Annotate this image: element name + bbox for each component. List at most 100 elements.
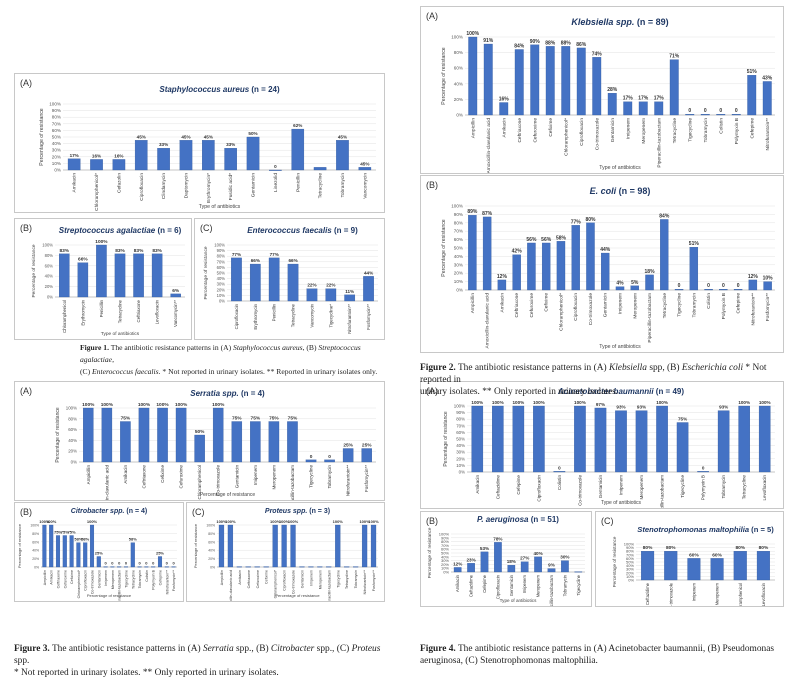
caption-text: urinary isolates. ** Only reported in ur… xyxy=(420,387,619,397)
category-label: Co-trimoxazole xyxy=(668,582,673,606)
y-tick-label: 10% xyxy=(456,463,465,468)
chart-title: Citrobacter spp. (n = 4) xyxy=(71,508,147,515)
y-tick-label: 40% xyxy=(456,443,465,448)
y-tick-label: 70% xyxy=(456,423,465,428)
bar xyxy=(758,405,771,473)
category-label: Amoxicillin-clavulanic acid xyxy=(104,465,109,500)
figure1-label: Figure 1. xyxy=(80,343,109,352)
bar xyxy=(545,46,555,116)
y-tick-label: 40% xyxy=(441,554,449,559)
data-label: 100% xyxy=(738,400,750,405)
chart-svg: (B) Streptococcus agalactiae (n = 6) 0% 20%… xyxy=(20,223,185,337)
bar xyxy=(553,471,566,473)
y-tick-label: 10% xyxy=(217,293,226,298)
data-label: 75% xyxy=(251,416,261,422)
y-tick-label: 60% xyxy=(52,128,61,133)
data-label: 80% xyxy=(643,545,653,551)
category-label: Cefuroxime xyxy=(63,570,67,588)
category-label: Ciprofloxacin xyxy=(84,570,88,591)
chart-svg: (C) Proteus spp. (n = 3) 0% 20% 40% 60% 80% 100… xyxy=(192,507,379,601)
data-label: 100% xyxy=(359,519,370,524)
y-tick-label: 80% xyxy=(208,532,215,536)
caption-text: The antibiotic resistance patterns in xyxy=(108,343,221,352)
data-label: 12% xyxy=(453,561,462,566)
category-label: Imipenem xyxy=(253,465,258,485)
data-label: 30% xyxy=(560,555,569,560)
data-label: 91% xyxy=(483,38,494,44)
y-tick-label: 90% xyxy=(217,248,226,253)
category-label: Tobramycin xyxy=(340,173,346,198)
category-label: Fosfomycin** xyxy=(366,304,371,330)
data-label: 75% xyxy=(61,530,69,535)
data-label: 58% xyxy=(74,537,82,542)
bar xyxy=(710,558,724,581)
chart-sample-size: (n = 3) xyxy=(307,508,330,515)
data-label: 89% xyxy=(467,209,478,215)
category-label: Amoxicillin-clavulanic acid xyxy=(229,570,233,601)
figure3-caption: Figure 3. The antibiotic resistance patt… xyxy=(14,643,394,679)
category-label: Gentamicin xyxy=(610,118,616,143)
caption-text: . * Not reported in urinary isolates. **… xyxy=(158,367,378,376)
data-label: 51% xyxy=(747,69,758,75)
y-tick-label: 60% xyxy=(454,66,463,71)
caption-species: Acinetobacter baumannii, xyxy=(606,644,708,654)
caption-text: The antibiotic resistance patterns in xyxy=(455,363,594,373)
data-label: 74% xyxy=(592,51,603,57)
data-label: 83% xyxy=(59,248,69,254)
panel-letter: (A) xyxy=(20,78,32,88)
y-tick-label: 60% xyxy=(456,430,465,435)
data-label: 0 xyxy=(328,454,331,460)
panel-letter: (B) xyxy=(20,507,32,517)
category-label: Vancomycin** xyxy=(173,300,178,327)
bar xyxy=(138,407,150,463)
category-label: Tetracycline xyxy=(291,303,296,327)
y-axis-label: Percentage of resistance xyxy=(193,523,198,568)
y-tick-label: 80% xyxy=(454,50,463,55)
category-label: Chloramphenicol xyxy=(738,583,743,606)
category-label: Erythromycin xyxy=(80,299,85,325)
bar xyxy=(654,101,664,116)
category-label: Polymyxin B xyxy=(701,475,706,500)
data-label: 17% xyxy=(623,96,634,102)
data-label: 100% xyxy=(368,519,379,524)
data-label: 22% xyxy=(307,283,316,288)
chart-title-text: Streptococcus agalactiae xyxy=(59,226,156,235)
data-label: 100% xyxy=(95,239,108,245)
x-axis-label: Type of antibiotics xyxy=(599,165,641,171)
category-label: Fosfomycin** xyxy=(172,569,176,591)
category-label: Levofloxacin xyxy=(155,299,160,324)
bar xyxy=(96,244,107,298)
category-label: Nitrofurantoin** xyxy=(347,304,352,334)
data-label: 100% xyxy=(270,519,281,524)
bar xyxy=(571,225,580,291)
bar xyxy=(344,566,350,568)
bar xyxy=(117,566,122,568)
y-tick-label: 70% xyxy=(52,121,61,126)
chart-svg: (A) Klebsiella spp. (n = 89) 0% 20% 40% 60% 80… xyxy=(426,11,775,173)
bar xyxy=(363,276,374,302)
y-tick-label: 10% xyxy=(441,566,449,571)
data-label: 11% xyxy=(345,289,354,294)
bar xyxy=(90,159,103,171)
bar xyxy=(101,407,113,463)
bar xyxy=(308,566,314,568)
figure2-caption: Figure 2. The antibiotic resistance patt… xyxy=(420,362,792,398)
chart-title: Stenotrophomonas maltophilia (n = 5) xyxy=(637,525,774,534)
category-label: Gentamicin xyxy=(509,574,514,596)
data-label: 83% xyxy=(115,248,125,254)
panel-letter: (B) xyxy=(426,180,438,190)
category-label: Cefepime xyxy=(736,293,742,314)
y-tick-label: 0% xyxy=(443,570,449,575)
bar xyxy=(482,216,492,291)
data-label: 75% xyxy=(288,416,298,422)
y-tick-label: 20% xyxy=(454,271,463,276)
data-label: 77% xyxy=(571,219,582,225)
category-label: Chloramphenicol xyxy=(197,465,202,499)
category-label: Co-trimoxazole xyxy=(577,475,582,506)
bar xyxy=(291,128,305,171)
category-label: Meropenem xyxy=(271,465,276,490)
chart-svg: (B) Citrobacter spp. (n = 4) 0% 20% 40% 60% 80… xyxy=(17,507,177,601)
bar xyxy=(268,421,280,463)
y-tick-label: 100% xyxy=(66,406,77,411)
y-tick-label: 0% xyxy=(71,460,77,465)
